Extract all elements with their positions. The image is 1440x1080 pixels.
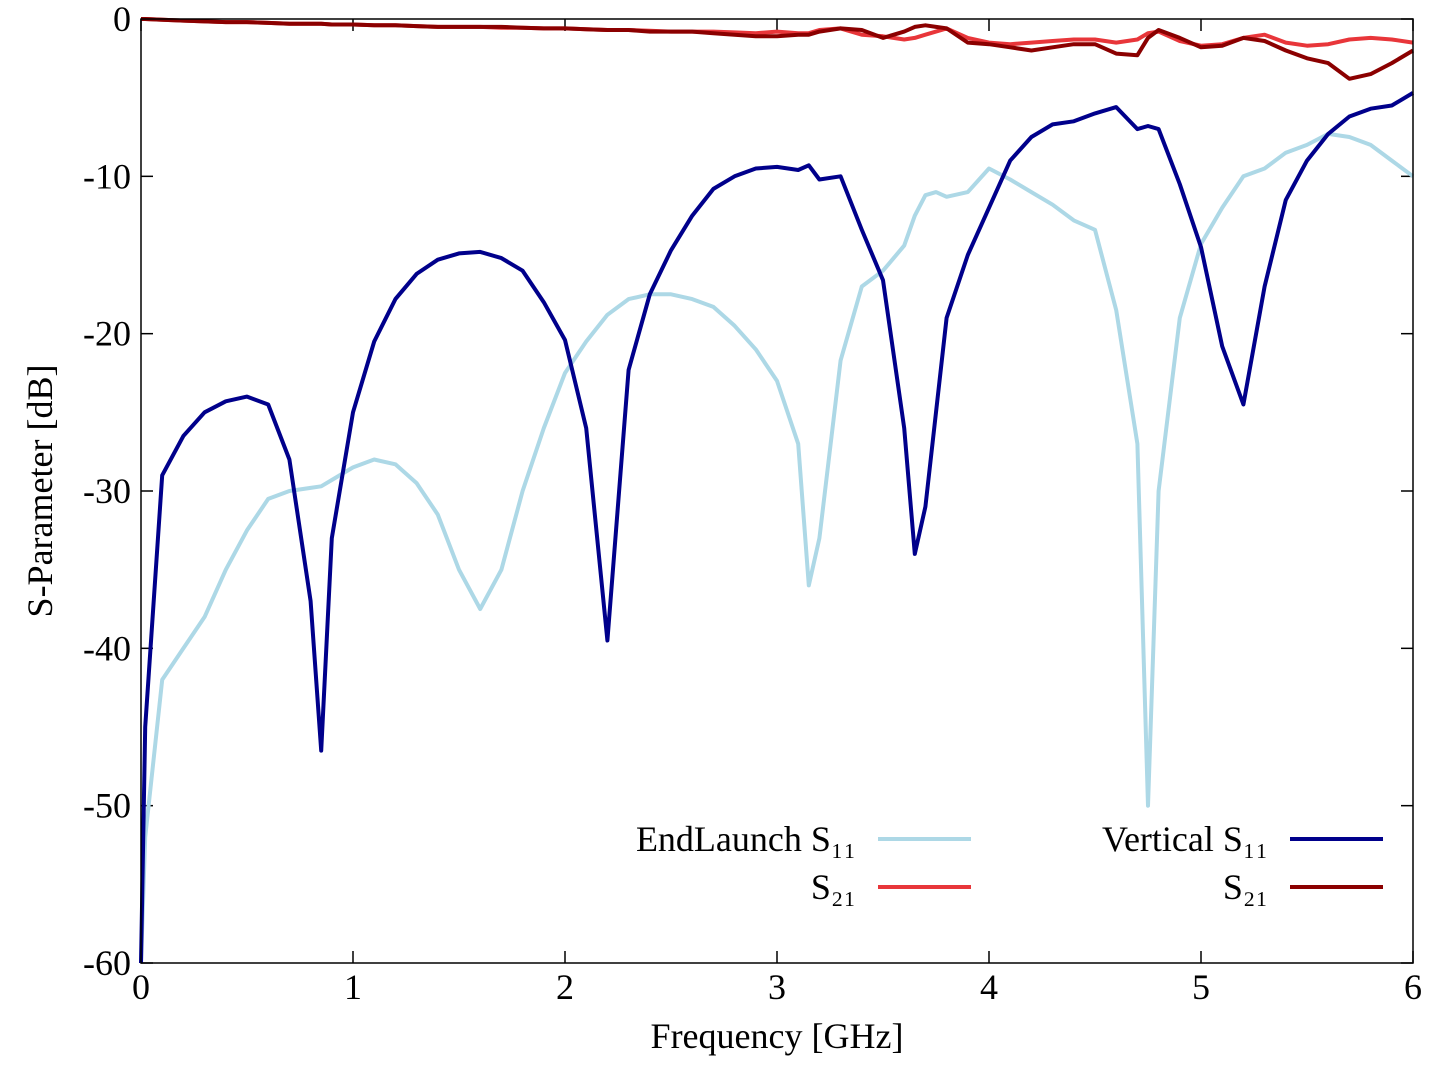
legend-label: S₂₁	[1223, 867, 1268, 907]
x-tick-label: 6	[1404, 967, 1422, 1007]
y-tick-label: -30	[83, 471, 131, 511]
x-axis-label: Frequency [GHz]	[651, 1016, 904, 1056]
y-tick-label: -50	[83, 786, 131, 826]
x-tick-label: 0	[132, 967, 150, 1007]
x-tick-label: 4	[980, 967, 998, 1007]
series-line	[141, 17, 1415, 81]
legend-label: EndLaunch S₁₁	[636, 819, 856, 859]
legend-label: S₂₁	[811, 867, 856, 907]
y-tick-label: -60	[83, 943, 131, 983]
series-line	[139, 91, 1415, 964]
y-tick-label: -10	[83, 156, 131, 196]
series-line	[139, 131, 1415, 964]
y-axis-label: S-Parameter [dB]	[20, 365, 60, 618]
plot-frame	[140, 18, 1414, 964]
y-tick-label: -40	[83, 628, 131, 668]
x-tick-label: 2	[556, 967, 574, 1007]
x-tick-label: 3	[768, 967, 786, 1007]
y-tick-label: -20	[83, 314, 131, 354]
x-tick-label: 5	[1192, 967, 1210, 1007]
legend-label: Vertical S₁₁	[1102, 819, 1268, 859]
y-tick-label: 0	[113, 0, 131, 39]
x-tick-label: 1	[344, 967, 362, 1007]
